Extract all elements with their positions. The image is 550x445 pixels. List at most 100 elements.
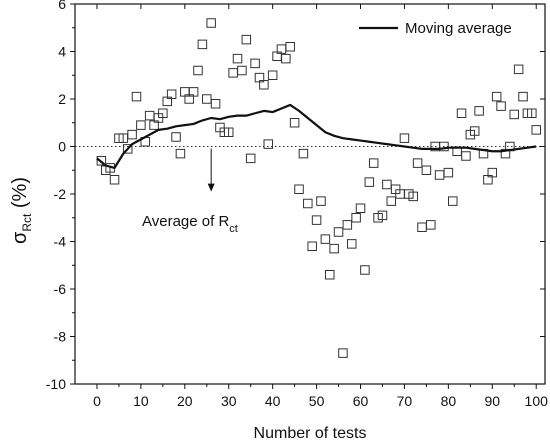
scatter-point	[267, 70, 278, 80]
y-tick-label: 4	[58, 44, 66, 60]
scatter-point	[202, 94, 212, 104]
x-tick-label: 90	[485, 393, 501, 409]
scatter-point	[228, 68, 238, 78]
scatter-point	[109, 175, 120, 185]
plot-layer	[75, 18, 545, 358]
x-tick-label: 40	[265, 393, 281, 409]
scatter-point	[531, 125, 541, 135]
x-tick-label: 70	[397, 393, 413, 409]
scatter-point	[281, 53, 291, 64]
scatter-point	[197, 39, 208, 50]
scatter-point	[496, 101, 506, 111]
y-axis-title: σRct (%)	[9, 177, 34, 244]
scatter-point	[491, 91, 502, 102]
scatter-point	[386, 196, 397, 206]
plot-frame	[74, 3, 546, 385]
y-tick-label: -10	[46, 376, 66, 392]
scatter-point	[377, 210, 388, 221]
scatter-point	[329, 243, 339, 254]
scatter-point	[469, 126, 480, 136]
scatter-point	[325, 270, 335, 280]
scatter-point	[439, 141, 449, 152]
scatter-point	[434, 170, 445, 180]
scatter-point	[443, 167, 454, 178]
x-axis-title: Number of tests	[254, 425, 367, 442]
scatter-point	[412, 158, 423, 168]
scatter-point	[294, 184, 304, 194]
scatter-point	[360, 265, 370, 275]
scatter-point	[136, 120, 146, 130]
scatter-point	[241, 34, 252, 45]
y-tick-label: -8	[54, 329, 67, 345]
x-tick-label: 10	[133, 393, 149, 409]
scatter-point	[206, 18, 216, 28]
scatter-point	[175, 148, 186, 159]
scatter-point	[298, 148, 309, 159]
scatter-point	[474, 106, 484, 116]
scatter-point	[421, 165, 432, 175]
y-tick-label: -4	[54, 234, 67, 250]
scatter-point	[351, 213, 361, 223]
scatter-point	[303, 198, 313, 209]
x-tick-label: 80	[441, 393, 457, 409]
annotation-arrowhead	[207, 183, 215, 192]
scatter-point	[355, 203, 366, 213]
scatter-point	[399, 133, 410, 143]
scatter-point	[263, 139, 274, 149]
x-tick-label: 20	[177, 393, 193, 409]
y-tick-label: -6	[54, 281, 67, 297]
scatter-point	[338, 348, 348, 358]
scatter-point	[320, 234, 331, 244]
scatter-point	[513, 64, 524, 75]
scatter-point	[285, 42, 295, 52]
scatter-point	[171, 132, 181, 142]
scatter-point	[250, 58, 260, 69]
y-tick-label: 6	[58, 0, 66, 12]
text-layer: 0 10 20 30 40 50 60 70 80 90 100 -10 -8 -6 -4 -2 0 2 4 6 Num…	[9, 0, 548, 442]
scatter-point	[382, 179, 392, 190]
scatter-point	[259, 80, 269, 90]
scatter-point	[158, 108, 168, 118]
axes-layer	[70, 3, 546, 389]
y-tick-label: 0	[58, 139, 66, 155]
scatter-point	[237, 65, 247, 76]
scatter-point	[127, 129, 137, 140]
scatter-point	[487, 167, 498, 178]
scatter-point	[509, 109, 520, 120]
x-tick-label: 50	[309, 393, 325, 409]
scatter-point	[188, 87, 199, 97]
scatter-point	[193, 65, 203, 76]
scatter-point	[307, 241, 317, 251]
legend-label: Moving average	[405, 20, 512, 37]
moving-average-line	[96, 103, 537, 169]
x-tick-label: 100	[525, 393, 549, 409]
scatter-point	[122, 144, 133, 154]
annotation-label: Average of Rct	[142, 213, 238, 235]
scatter-point	[456, 108, 467, 118]
scatter-point	[316, 196, 326, 206]
scatter-point	[342, 220, 353, 230]
x-tick-label: 0	[93, 393, 101, 409]
scatter-point	[96, 156, 107, 166]
scatter-point	[527, 108, 537, 118]
scatter-point	[448, 196, 458, 206]
scatter-point	[333, 227, 344, 237]
scatter-point	[311, 215, 322, 225]
x-tick-label: 60	[353, 393, 369, 409]
scatter-point	[289, 118, 300, 128]
scatter-point	[131, 91, 142, 102]
y-tick-label: -2	[54, 186, 67, 202]
scatter-point	[518, 91, 528, 102]
scatter-point	[144, 110, 155, 121]
scatter-point	[223, 127, 234, 137]
scatter-point	[166, 89, 177, 99]
scatter-point	[210, 99, 221, 109]
scatter-point	[346, 239, 357, 249]
scatter-point	[245, 153, 256, 164]
x-tick-label: 30	[221, 393, 237, 409]
scatter-point	[368, 158, 379, 168]
scatter-point	[417, 222, 427, 232]
scatter-point	[426, 220, 436, 230]
scatter-point	[461, 151, 471, 161]
scatter-point	[232, 53, 243, 64]
